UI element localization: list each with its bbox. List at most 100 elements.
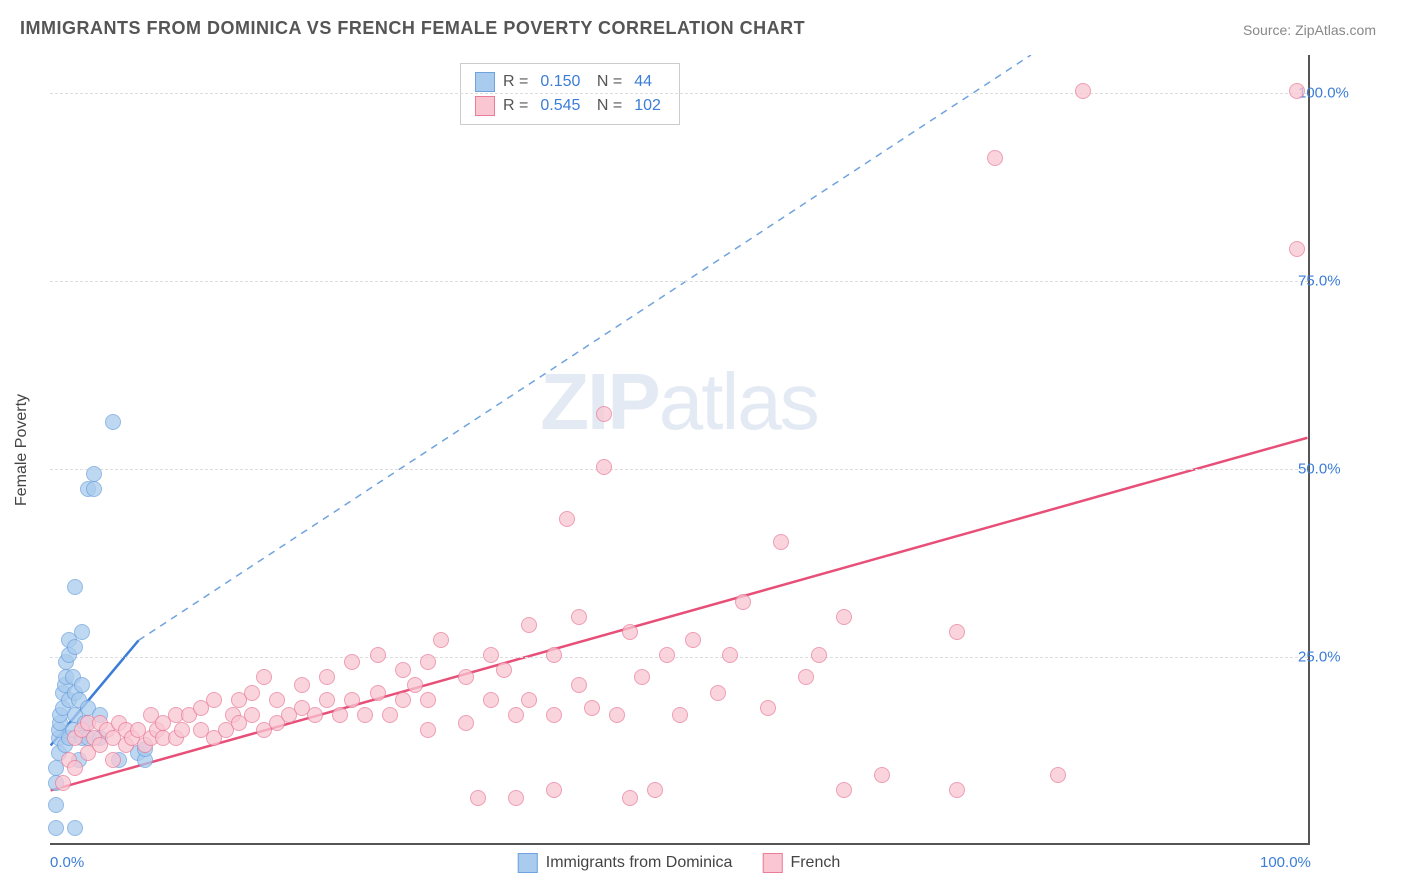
data-point xyxy=(370,685,386,701)
data-point xyxy=(874,767,890,783)
label-r: R = xyxy=(503,70,528,94)
data-point xyxy=(344,692,360,708)
data-point xyxy=(174,722,190,738)
value-r-2: 0.545 xyxy=(540,94,580,118)
data-point xyxy=(634,669,650,685)
data-point xyxy=(420,654,436,670)
data-point xyxy=(836,609,852,625)
data-point xyxy=(760,700,776,716)
data-point xyxy=(67,639,83,655)
data-point xyxy=(74,677,90,693)
data-point xyxy=(622,624,638,640)
data-point xyxy=(836,782,852,798)
data-point xyxy=(458,715,474,731)
data-point xyxy=(508,707,524,723)
data-point xyxy=(546,647,562,663)
y-tick-label: 100.0% xyxy=(1298,84,1358,101)
stats-row-2: R = 0.545 N = 102 xyxy=(475,94,665,118)
source-attribution: Source: ZipAtlas.com xyxy=(1243,22,1376,38)
bottom-legend: Immigrants from Dominica French xyxy=(518,853,841,873)
data-point xyxy=(798,669,814,685)
label-r: R = xyxy=(503,94,528,118)
gridline xyxy=(50,469,1308,470)
data-point xyxy=(55,775,71,791)
x-tick-label: 100.0% xyxy=(1260,854,1311,871)
data-point xyxy=(710,685,726,701)
stats-legend: R = 0.150 N = 44 R = 0.545 N = 102 xyxy=(460,63,680,125)
data-point xyxy=(622,790,638,806)
data-point xyxy=(256,669,272,685)
data-point xyxy=(67,760,83,776)
data-point xyxy=(395,692,411,708)
value-r-1: 0.150 xyxy=(540,70,580,94)
data-point xyxy=(1289,83,1305,99)
data-point xyxy=(987,150,1003,166)
data-point xyxy=(546,782,562,798)
data-point xyxy=(395,662,411,678)
data-point xyxy=(420,692,436,708)
data-point xyxy=(74,624,90,640)
y-tick-label: 50.0% xyxy=(1298,460,1358,477)
data-point xyxy=(949,782,965,798)
legend-item-2: French xyxy=(762,853,840,873)
data-point xyxy=(48,820,64,836)
data-point xyxy=(596,406,612,422)
data-point xyxy=(344,654,360,670)
data-point xyxy=(483,647,499,663)
data-point xyxy=(1050,767,1066,783)
data-point xyxy=(86,466,102,482)
y-tick-label: 25.0% xyxy=(1298,648,1358,665)
x-tick-label: 0.0% xyxy=(50,854,84,871)
data-point xyxy=(382,707,398,723)
data-point xyxy=(1289,241,1305,257)
data-point xyxy=(458,669,474,685)
data-point xyxy=(433,632,449,648)
data-point xyxy=(319,669,335,685)
data-point xyxy=(244,685,260,701)
data-point xyxy=(370,647,386,663)
watermark-light: atlas xyxy=(659,357,818,446)
data-point xyxy=(584,700,600,716)
data-point xyxy=(546,707,562,723)
legend-item-1: Immigrants from Dominica xyxy=(518,853,733,873)
gridline xyxy=(50,657,1308,658)
data-point xyxy=(294,677,310,693)
data-point xyxy=(735,594,751,610)
data-point xyxy=(559,511,575,527)
chart-container: Female Poverty ZIPatlas R = 0.150 N = 44… xyxy=(50,55,1360,845)
data-point xyxy=(307,707,323,723)
data-point xyxy=(67,820,83,836)
y-tick-label: 75.0% xyxy=(1298,272,1358,289)
data-point xyxy=(773,534,789,550)
data-point xyxy=(105,752,121,768)
y-axis-label: Female Poverty xyxy=(13,394,31,506)
gridline xyxy=(50,93,1308,94)
value-n-1: 44 xyxy=(634,70,652,94)
data-point xyxy=(571,677,587,693)
data-point xyxy=(521,617,537,633)
watermark: ZIPatlas xyxy=(540,356,817,448)
data-point xyxy=(407,677,423,693)
data-point xyxy=(722,647,738,663)
value-n-2: 102 xyxy=(634,94,661,118)
swatch-series-1 xyxy=(475,72,495,92)
data-point xyxy=(470,790,486,806)
gridline xyxy=(50,281,1308,282)
data-point xyxy=(521,692,537,708)
data-point xyxy=(659,647,675,663)
data-point xyxy=(269,692,285,708)
data-point xyxy=(647,782,663,798)
data-point xyxy=(685,632,701,648)
data-point xyxy=(48,797,64,813)
data-point xyxy=(67,579,83,595)
data-point xyxy=(319,692,335,708)
label-n: N = xyxy=(592,70,622,94)
data-point xyxy=(571,609,587,625)
data-point xyxy=(244,707,260,723)
data-point xyxy=(1075,83,1091,99)
legend-label-2: French xyxy=(790,854,840,872)
watermark-bold: ZIP xyxy=(540,357,658,446)
data-point xyxy=(496,662,512,678)
data-point xyxy=(105,414,121,430)
label-n: N = xyxy=(592,94,622,118)
